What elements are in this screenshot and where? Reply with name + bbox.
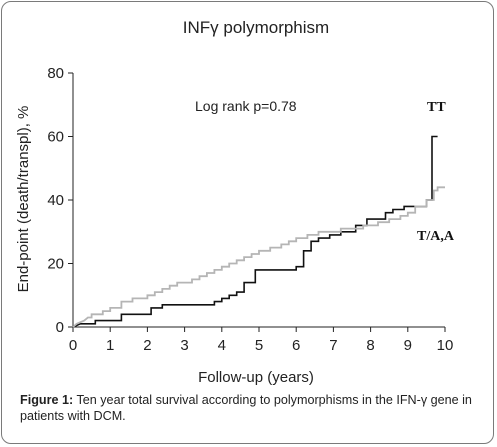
log-rank-annotation: Log rank p=0.78 <box>195 98 297 114</box>
series-label-tt: TT <box>427 100 446 115</box>
x-tick-label: 0 <box>69 337 77 354</box>
survival-chart: INFγ polymorphism End-point (death/trans… <box>15 18 455 386</box>
caption-text: Ten year total survival according to pol… <box>20 393 472 423</box>
y-tick-label: 80 <box>47 65 64 82</box>
figure-caption: Figure 1: Ten year total survival accord… <box>20 392 486 424</box>
caption-label: Figure 1: <box>20 393 74 407</box>
x-tick-label: 4 <box>218 337 226 354</box>
x-tick-label: 3 <box>180 337 188 354</box>
y-tick-label: 20 <box>47 256 64 273</box>
series-label-ta: T/A,A <box>417 229 455 244</box>
y-axis-label: End-point (death/transpl), % <box>15 106 32 293</box>
y-tick-label: 40 <box>47 192 64 209</box>
x-tick-label: 1 <box>106 337 114 354</box>
y-tick-label: 0 <box>56 319 64 336</box>
series-line-tt <box>72 135 438 328</box>
x-tick-label: 8 <box>366 337 374 354</box>
x-tick-label: 10 <box>437 337 454 354</box>
x-tick-label: 5 <box>255 337 263 354</box>
x-tick-label: 2 <box>143 337 151 354</box>
chart-title: INFγ polymorphism <box>183 18 329 37</box>
series-line-ta <box>72 186 445 328</box>
x-tick-label: 9 <box>404 337 412 354</box>
y-tick-label: 60 <box>47 129 64 146</box>
x-tick-label: 6 <box>292 337 300 354</box>
x-tick-label: 7 <box>329 337 337 354</box>
x-axis-label: Follow-up (years) <box>198 369 314 386</box>
